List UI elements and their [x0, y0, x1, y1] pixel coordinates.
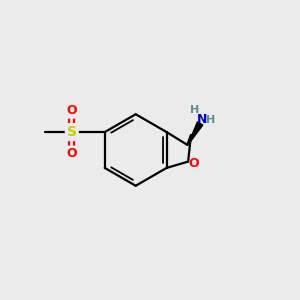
Text: S: S — [67, 125, 77, 139]
Text: N: N — [196, 113, 207, 127]
Text: H: H — [190, 105, 200, 115]
Text: H: H — [206, 115, 215, 125]
Polygon shape — [188, 122, 203, 145]
Text: O: O — [67, 147, 77, 160]
Text: O: O — [188, 157, 199, 169]
Text: O: O — [67, 104, 77, 117]
